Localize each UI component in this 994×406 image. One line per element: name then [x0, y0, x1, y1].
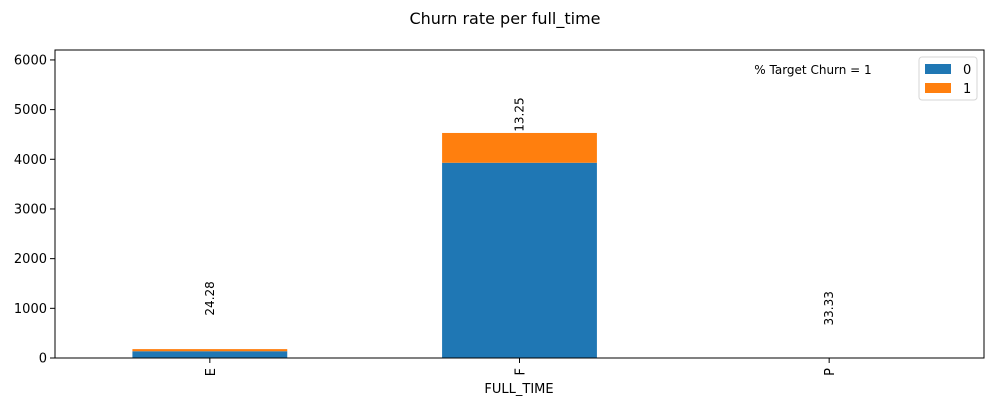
plot-area: 0 1000 2000 3000 4000 5000 6000 E F P 24.28 13.25 33… — [14, 53, 907, 376]
legend-label: 0 — [963, 63, 971, 78]
x-tick-label: E — [204, 368, 219, 376]
bar-F-series-0 — [442, 162, 597, 358]
churn-annotation: 13.25 — [513, 97, 527, 131]
legend: 01 — [918, 56, 978, 101]
legend-label: 1 — [963, 82, 971, 97]
churn-annotation: 33.33 — [822, 291, 836, 325]
annotation-header: % Target Churn = 1 — [754, 63, 871, 77]
legend-swatch — [925, 64, 951, 74]
x-axis-label: FULL_TIME — [484, 382, 553, 397]
y-tick-label: 3000 — [14, 202, 47, 217]
y-tick-label: 4000 — [14, 153, 47, 168]
chart-title: Churn rate per full_time — [409, 9, 600, 29]
y-tick-label: 0 — [39, 352, 47, 367]
y-tick-label: 1000 — [14, 302, 47, 317]
plot-frame — [54, 49, 985, 359]
y-tick-label: 6000 — [14, 53, 47, 68]
bar-F-series-1 — [442, 132, 597, 163]
bar-E-series-1 — [132, 349, 288, 352]
x-tick-label: F — [514, 368, 529, 375]
churn-annotation: 24.28 — [203, 281, 217, 315]
legend-swatch — [925, 83, 951, 93]
bar-E-series-0 — [132, 351, 288, 358]
y-tick-label: 5000 — [14, 103, 47, 118]
y-tick-label: 2000 — [14, 252, 47, 267]
x-tick-label: P — [823, 368, 838, 376]
